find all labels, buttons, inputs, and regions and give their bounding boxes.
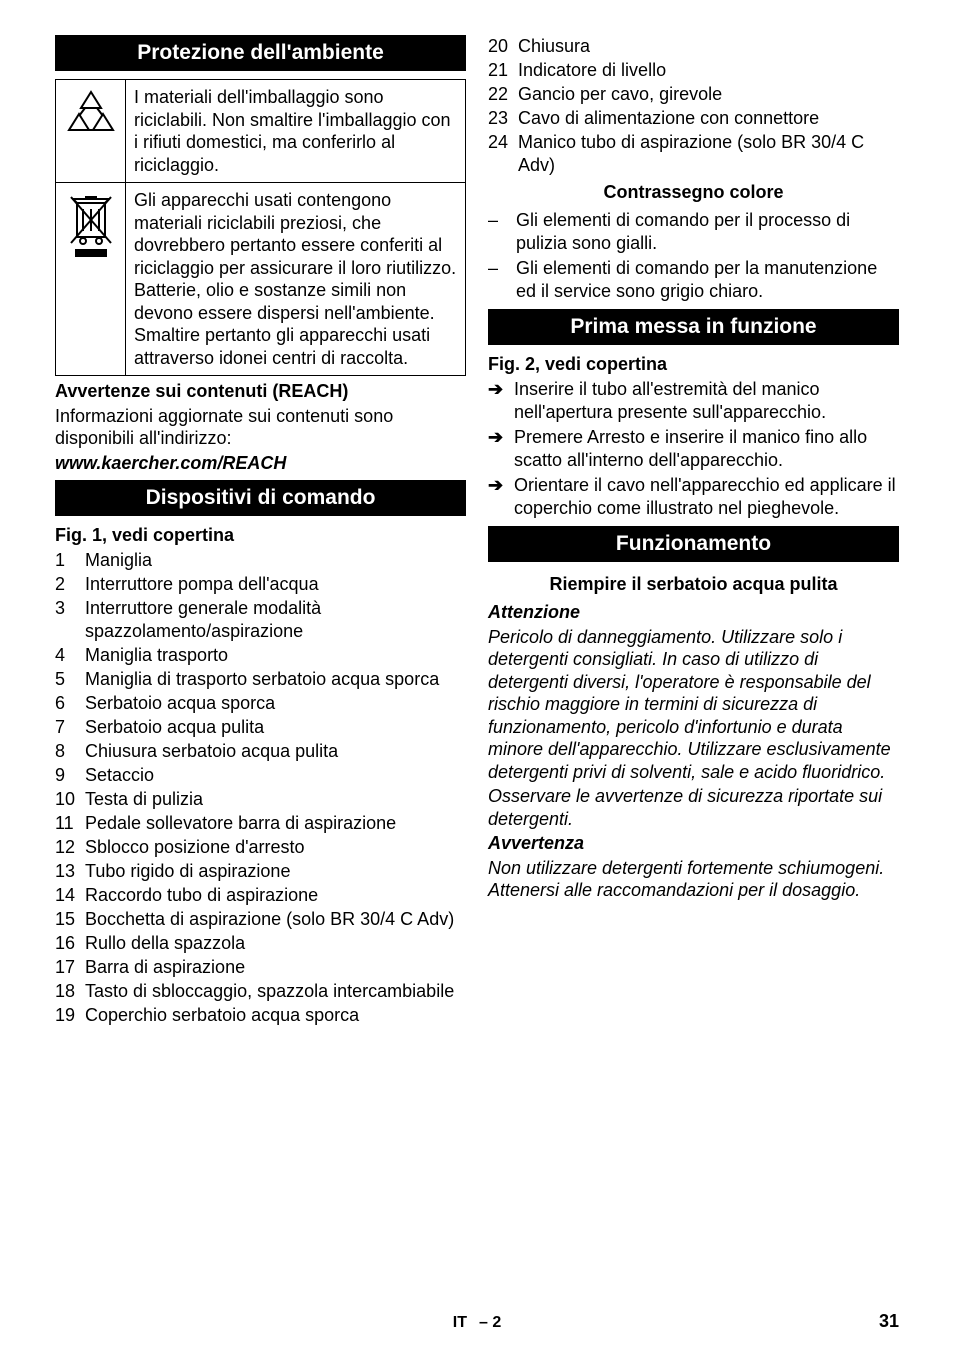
page-number: 31 [879,1311,899,1332]
notice-title: Avvertenza [488,832,899,855]
list-text: Testa di pulizia [85,788,466,811]
arrow-icon: ➔ [488,426,514,472]
list-num: 19 [55,1004,85,1027]
sub-header-color: Contrassegno colore [488,178,899,209]
list-num: 4 [55,644,85,667]
list-text: Inserire il tubo all'estremità del manic… [514,378,899,424]
arrow-icon: ➔ [488,474,514,520]
list-text: Indicatore di livello [518,59,899,82]
list-text: Barra di aspirazione [85,956,466,979]
list-text: Maniglia trasporto [85,644,466,667]
arrow-icon: ➔ [488,378,514,424]
recycle-text: I materiali dell'imballaggio sono ricicl… [126,80,466,183]
footer-lang: IT [453,1314,467,1332]
section-header-startup: Prima messa in funzione [488,309,899,345]
weee-text: Gli apparecchi usati contengono material… [126,183,466,376]
list-text: Serbatoio acqua sporca [85,692,466,715]
list-num: 8 [55,740,85,763]
list-text: Maniglia [85,549,466,572]
list-text: Interruttore pompa dell'acqua [85,573,466,596]
list-text: Pedale sollevatore barra di aspirazione [85,812,466,835]
section-header-environment: Protezione dell'ambiente [55,35,466,71]
list-text: Sblocco posizione d'arresto [85,836,466,859]
list-text: Coperchio serbatoio acqua sporca [85,1004,466,1027]
list-num: 5 [55,668,85,691]
list-num: 11 [55,812,85,835]
fig2-label: Fig. 2, vedi copertina [488,353,899,376]
list-num: 1 [55,549,85,572]
list-num: 10 [55,788,85,811]
startup-steps: ➔Inserire il tubo all'estremità del mani… [488,378,899,520]
attention-text-1: Pericolo di danneggiamento. Utilizzare s… [488,626,899,784]
section-header-controls: Dispositivi di comando [55,480,466,516]
list-num: 7 [55,716,85,739]
list-num: 24 [488,131,518,177]
list-text: Manico tubo di aspirazione (solo BR 30/4… [518,131,899,177]
list-text: Setaccio [85,764,466,787]
list-text: Gli elementi di comando per la manutenzi… [516,257,899,303]
dash-bullet: – [488,257,516,303]
dash-bullet: – [488,209,516,255]
environment-icon-table: I materiali dell'imballaggio sono ricicl… [55,79,466,376]
list-num: 12 [55,836,85,859]
attention-title: Attenzione [488,601,899,624]
list-num: 13 [55,860,85,883]
section-header-operation: Funzionamento [488,526,899,562]
list-num: 14 [55,884,85,907]
color-coding-list: –Gli elementi di comando per il processo… [488,209,899,303]
controls-list-left: 1Maniglia 2Interruttore pompa dell'acqua… [55,549,466,1028]
reach-url: www.kaercher.com/REACH [55,452,466,475]
sub-header-fill: Riempire il serbatoio acqua pulita [488,570,899,601]
footer-rel-page: – 2 [479,1314,501,1332]
list-num: 2 [55,573,85,596]
list-text: Premere Arresto e inserire il manico fin… [514,426,899,472]
list-num: 18 [55,980,85,1003]
attention-text-2: Osservare le avvertenze di sicurezza rip… [488,785,899,830]
list-num: 23 [488,107,518,130]
list-num: 22 [488,83,518,106]
recycle-icon [56,80,126,183]
list-text: Chiusura serbatoio acqua pulita [85,740,466,763]
list-text: Bocchetta di aspirazione (solo BR 30/4 C… [85,908,466,931]
list-num: 3 [55,597,85,643]
reach-title: Avvertenze sui contenuti (REACH) [55,380,466,403]
list-text: Gancio per cavo, girevole [518,83,899,106]
controls-list-right: 20Chiusura 21Indicatore di livello 22Gan… [488,35,899,177]
list-text: Chiusura [518,35,899,58]
list-text: Rullo della spazzola [85,932,466,955]
list-text: Maniglia di trasporto serbatoio acqua sp… [85,668,466,691]
footer: IT – 2 [0,1314,954,1332]
list-text: Tubo rigido di aspirazione [85,860,466,883]
notice-text: Non utilizzare detergenti fortemente sch… [488,857,899,902]
list-text: Serbatoio acqua pulita [85,716,466,739]
list-text: Gli elementi di comando per il processo … [516,209,899,255]
list-text: Orientare il cavo nell'apparecchio ed ap… [514,474,899,520]
list-text: Tasto di sbloccaggio, spazzola intercamb… [85,980,466,1003]
list-text: Interruttore generale modalità spazzolam… [85,597,466,643]
list-num: 16 [55,932,85,955]
list-num: 9 [55,764,85,787]
list-text: Cavo di alimentazione con connettore [518,107,899,130]
fig1-label: Fig. 1, vedi copertina [55,524,466,547]
weee-icon [56,183,126,376]
list-num: 21 [488,59,518,82]
list-num: 17 [55,956,85,979]
list-text: Raccordo tubo di aspirazione [85,884,466,907]
list-num: 6 [55,692,85,715]
list-num: 20 [488,35,518,58]
reach-text: Informazioni aggiornate sui contenuti so… [55,405,466,450]
list-num: 15 [55,908,85,931]
